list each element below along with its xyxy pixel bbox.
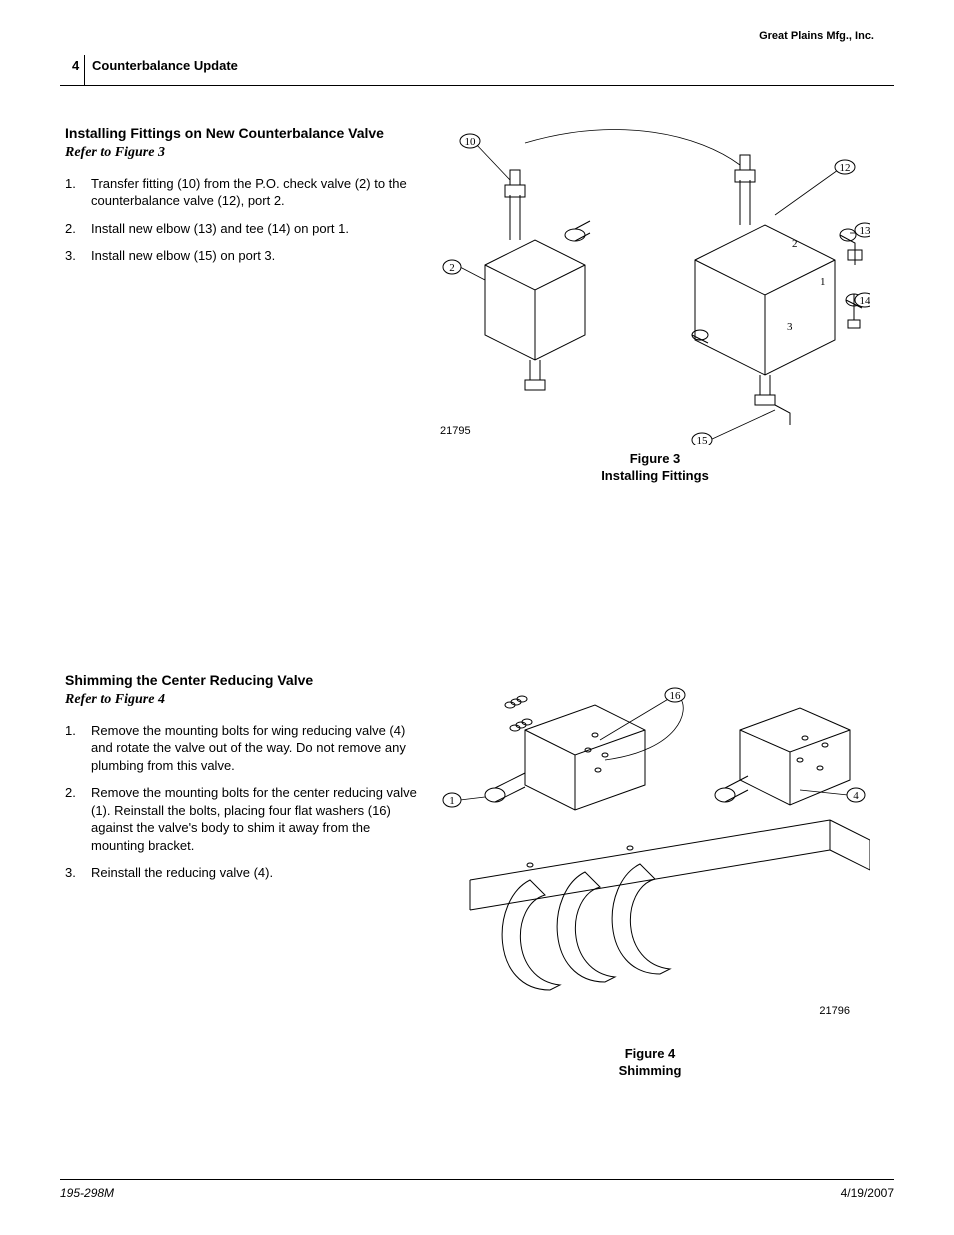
section2-steps: 1. Remove the mounting bolts for wing re…: [65, 722, 425, 882]
figure-4: 16 1 4 21796 Figure 4 Shimming: [430, 680, 870, 1080]
figure3-caption-line2: Installing Fittings: [440, 468, 870, 485]
step-item: 2. Remove the mounting bolts for the cen…: [65, 784, 425, 854]
figure3-caption-line1: Figure 3: [440, 451, 870, 468]
step-item: 3. Install new elbow (15) on port 3.: [65, 247, 425, 265]
figure3-ref-number: 21795: [440, 425, 471, 437]
step-number: 3.: [65, 247, 91, 265]
footer-date: 4/19/2007: [841, 1186, 894, 1200]
step-text: Install new elbow (13) and tee (14) on p…: [91, 220, 349, 238]
step-text: Reinstall the reducing valve (4).: [91, 864, 273, 882]
figure4-caption: Figure 4 Shimming: [430, 1046, 870, 1080]
svg-text:1: 1: [449, 795, 455, 807]
header-doc-title: Counterbalance Update: [92, 58, 238, 73]
figure4-diagram: 16 1 4: [430, 680, 870, 1040]
step-number: 2.: [65, 220, 91, 238]
step-text: Transfer fitting (10) from the P.O. chec…: [91, 175, 425, 210]
step-number: 1.: [65, 175, 91, 210]
step-item: 1. Remove the mounting bolts for wing re…: [65, 722, 425, 775]
step-item: 1. Transfer fitting (10) from the P.O. c…: [65, 175, 425, 210]
svg-text:13: 13: [860, 225, 871, 237]
figure3-caption: Figure 3 Installing Fittings: [440, 451, 870, 485]
svg-text:16: 16: [670, 690, 682, 702]
section-shimming: Shimming the Center Reducing Valve Refer…: [65, 672, 425, 892]
section-installing-fittings: Installing Fittings on New Counterbalanc…: [65, 125, 425, 275]
section2-heading: Shimming the Center Reducing Valve: [65, 672, 425, 690]
footer-doc-number: 195-298M: [60, 1186, 114, 1200]
page-number: 4: [72, 58, 79, 73]
step-number: 3.: [65, 864, 91, 882]
footer-divider: [60, 1179, 894, 1180]
svg-text:2: 2: [449, 262, 455, 274]
svg-text:12: 12: [840, 162, 851, 174]
svg-text:1: 1: [820, 276, 826, 288]
figure4-caption-line2: Shimming: [430, 1063, 870, 1080]
step-number: 1.: [65, 722, 91, 775]
header-company: Great Plains Mfg., Inc.: [759, 30, 874, 42]
figure4-ref-number: 21796: [819, 1005, 850, 1017]
step-text: Install new elbow (15) on port 3.: [91, 247, 275, 265]
header-divider-horizontal: [60, 85, 894, 86]
svg-text:3: 3: [787, 321, 793, 333]
svg-text:4: 4: [853, 790, 859, 802]
step-item: 3. Reinstall the reducing valve (4).: [65, 864, 425, 882]
step-text: Remove the mounting bolts for wing reduc…: [91, 722, 425, 775]
svg-text:14: 14: [860, 295, 871, 307]
section1-steps: 1. Transfer fitting (10) from the P.O. c…: [65, 175, 425, 265]
svg-text:10: 10: [465, 136, 477, 148]
svg-text:15: 15: [697, 435, 709, 445]
section1-reference: Refer to Figure 3: [65, 145, 425, 161]
step-number: 2.: [65, 784, 91, 854]
svg-text:2: 2: [792, 238, 798, 250]
figure4-caption-line1: Figure 4: [430, 1046, 870, 1063]
section2-reference: Refer to Figure 4: [65, 692, 425, 708]
figure3-diagram: 2 1 3: [440, 125, 870, 445]
figure-3: 2 1 3: [440, 125, 870, 485]
section1-heading: Installing Fittings on New Counterbalanc…: [65, 125, 425, 143]
step-text: Remove the mounting bolts for the center…: [91, 784, 425, 854]
header-divider-vertical: [84, 55, 85, 85]
step-item: 2. Install new elbow (13) and tee (14) o…: [65, 220, 425, 238]
